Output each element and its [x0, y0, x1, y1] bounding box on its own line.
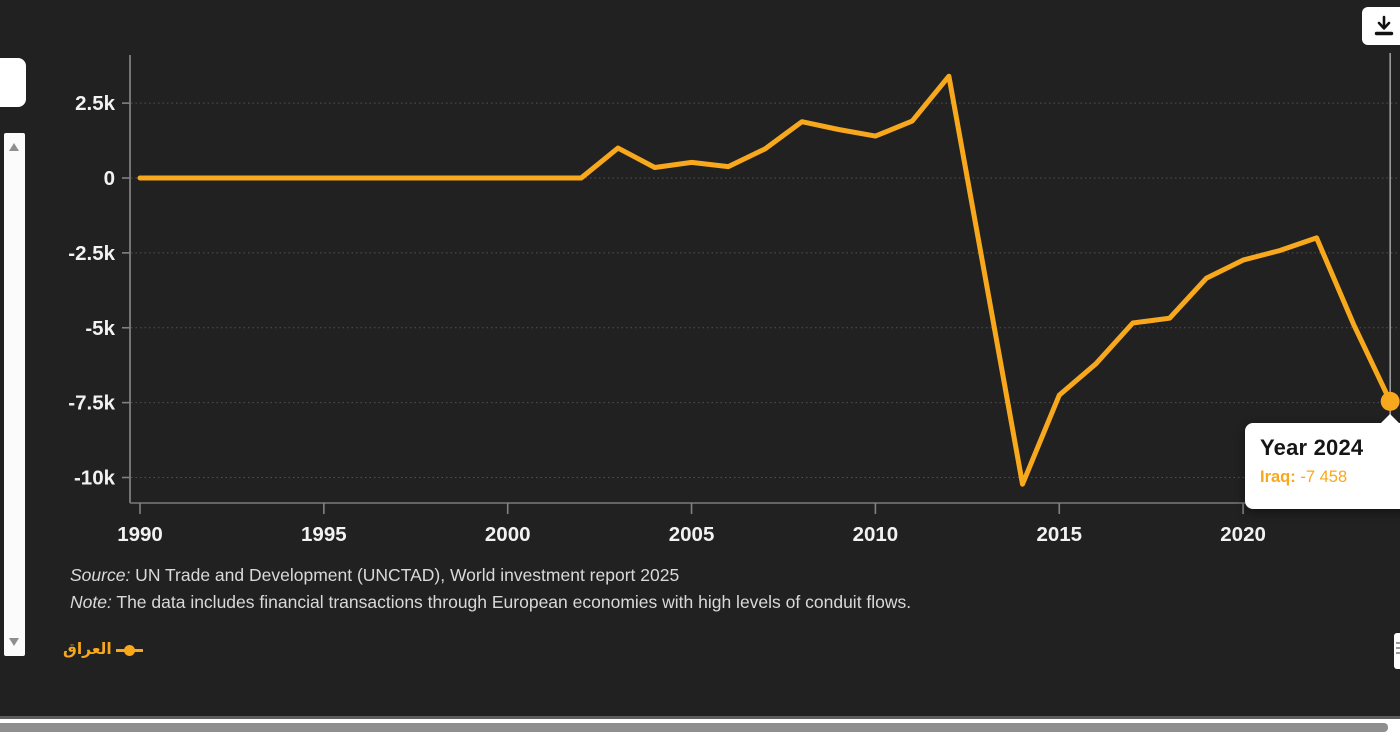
tooltip-title: Year 2024	[1260, 435, 1364, 460]
note-line: Note: The data includes financial transa…	[70, 589, 911, 616]
download-button[interactable]	[1362, 7, 1400, 45]
chart-tooltip: Year 2024 Iraq: -7 458	[1245, 414, 1400, 509]
download-icon	[1374, 15, 1394, 36]
y-axis-label: 0	[104, 167, 115, 190]
source-note-block: Source: UN Trade and Development (UNCTAD…	[70, 562, 911, 616]
clipped-panel-top-left	[0, 58, 26, 107]
vertical-scrollbar[interactable]	[4, 133, 25, 656]
legend-item-iraq[interactable]: العراق	[63, 641, 143, 659]
tooltip-caret-icon	[1381, 414, 1399, 423]
x-axis-label: 2020	[1220, 523, 1266, 546]
y-axis-label: -2.5k	[68, 242, 115, 265]
tooltip-series-value: -7 458	[1295, 468, 1348, 486]
source-label: Source:	[70, 565, 131, 585]
data-point-marker-2024[interactable]	[1380, 391, 1400, 411]
x-axis-label: 2005	[669, 523, 715, 546]
scroll-down-arrow-icon[interactable]	[9, 638, 19, 646]
tooltip-series-label: Iraq:	[1260, 468, 1296, 486]
y-axis-label: -7.5k	[68, 392, 115, 415]
horizontal-scrollbar-thumb[interactable]	[0, 723, 1388, 732]
series-line-iraq[interactable]	[137, 73, 1393, 487]
x-axis-label: 2000	[485, 523, 531, 546]
y-axis-label: 2.5k	[75, 92, 115, 115]
y-axis-label: -5k	[85, 317, 115, 340]
x-axis-label: 1990	[117, 523, 163, 546]
legend-label: العراق	[63, 641, 112, 658]
horizontal-scrollbar[interactable]	[0, 719, 1400, 732]
x-axis-label: 2015	[1036, 523, 1082, 546]
source-line: Source: UN Trade and Development (UNCTAD…	[70, 562, 911, 589]
legend-line-marker-icon	[115, 644, 143, 656]
scroll-up-arrow-icon[interactable]	[9, 143, 19, 151]
clipped-panel-right	[1394, 633, 1400, 669]
x-axis-label: 1995	[301, 523, 347, 546]
note-text: The data includes financial transactions…	[111, 592, 912, 612]
note-label: Note:	[70, 592, 112, 612]
source-text: UN Trade and Development (UNCTAD), World…	[130, 565, 680, 585]
bottom-divider	[0, 716, 1400, 719]
x-axis-label: 2010	[853, 523, 899, 546]
y-axis-label: -10k	[74, 467, 116, 490]
tooltip-value: Iraq: -7 458	[1260, 468, 1400, 487]
